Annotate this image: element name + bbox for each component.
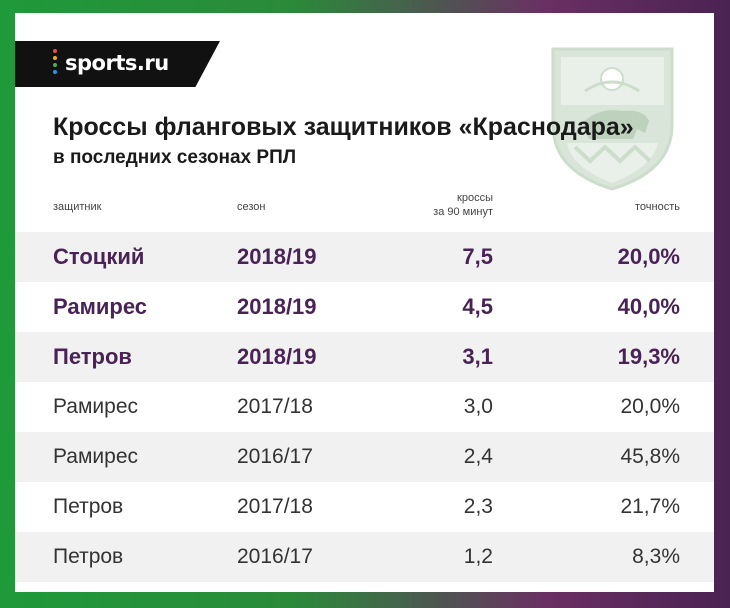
cell-season: 2016/17: [237, 445, 313, 468]
chart-title: Кроссы фланговых защитников «Краснодара»: [53, 113, 634, 141]
chart-subtitle: в последних сезонах РПЛ: [53, 147, 297, 168]
logo-text: sports.ru: [65, 51, 169, 75]
cell-season: 2018/19: [237, 244, 317, 269]
table-row: Стоцкий 2018/19 7,5 20,0%: [15, 232, 714, 282]
table-row: Петров 2017/18 2,3 21,7%: [15, 482, 714, 532]
cell-accuracy: 21,7%: [620, 495, 680, 518]
cell-season: 2017/18: [237, 495, 313, 518]
cell-player: Рамирес: [53, 395, 139, 418]
header-crosses-line2: за 90 минут: [433, 206, 493, 218]
cell-player: Петров: [53, 495, 124, 518]
header-player: защитник: [53, 201, 102, 213]
cell-player: Петров: [53, 545, 124, 568]
cell-crosses: 4,5: [462, 294, 493, 319]
cell-season: 2016/17: [237, 545, 313, 568]
cell-accuracy: 45,8%: [620, 445, 680, 468]
table-body: Стоцкий 2018/19 7,5 20,0% Рамирес 2018/19 4,5 4…: [15, 232, 714, 582]
cell-crosses: 3,0: [463, 395, 493, 418]
brand-logo[interactable]: sports.ru: [15, 41, 220, 87]
cell-player: Рамирес: [53, 294, 148, 319]
cell-crosses: 7,5: [462, 244, 493, 269]
infographic-card: sports.ru Кроссы фланговых защитников «К…: [15, 13, 714, 592]
table-row: Рамирес 2018/19 4,5 40,0%: [15, 282, 714, 332]
header-crosses: кроссы за 90 минут: [433, 191, 493, 219]
logo-dots-icon: [53, 49, 61, 77]
table-header: защитник сезон кроссы за 90 минут точнос…: [15, 185, 714, 229]
cell-season: 2018/19: [237, 294, 317, 319]
logo-dot: [53, 70, 57, 74]
logo-dot: [53, 56, 57, 60]
logo-dot: [53, 63, 57, 67]
cell-crosses: 2,3: [463, 495, 493, 518]
logo-dot: [53, 49, 57, 53]
cell-crosses: 1,2: [463, 545, 493, 568]
cell-season: 2017/18: [237, 395, 313, 418]
club-crest-icon: [551, 47, 674, 191]
cell-accuracy: 19,3%: [617, 344, 680, 369]
table-row: Петров 2016/17 1,2 8,3%: [15, 532, 714, 582]
table-row: Рамирес 2016/17 2,4 45,8%: [15, 432, 714, 482]
header-season: сезон: [237, 201, 266, 213]
cell-accuracy: 20,0%: [617, 244, 680, 269]
cell-accuracy: 20,0%: [620, 395, 680, 418]
cell-accuracy: 40,0%: [617, 294, 680, 319]
cell-player: Рамирес: [53, 445, 139, 468]
table-row: Рамирес 2017/18 3,0 20,0%: [15, 382, 714, 432]
header-accuracy: точность: [635, 201, 680, 213]
table-row: Петров 2018/19 3,1 19,3%: [15, 332, 714, 382]
cell-accuracy: 8,3%: [632, 545, 680, 568]
cell-crosses: 2,4: [463, 445, 493, 468]
cell-player: Стоцкий: [53, 244, 145, 269]
cell-player: Петров: [53, 344, 132, 369]
cell-season: 2018/19: [237, 344, 317, 369]
cell-crosses: 3,1: [462, 344, 493, 369]
header-crosses-line1: кроссы: [457, 192, 493, 204]
